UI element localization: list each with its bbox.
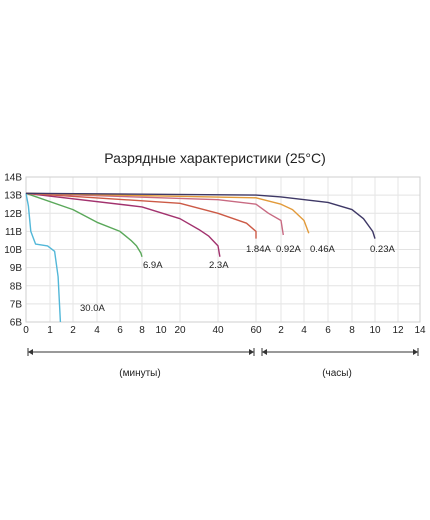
series-label: 0.46A: [310, 244, 335, 255]
plot-border: [25, 176, 421, 323]
x-tick-label-hours: 6: [325, 325, 331, 336]
series-label: 1.84A: [246, 244, 271, 255]
x-axis-ticks: 0 1 2 4 6 8 10 20 40 60 2 4 6 8 10 12 14: [23, 325, 426, 336]
series-line-0-46A: [25, 192, 310, 234]
x-tick-label-hours: 14: [414, 325, 426, 336]
y-axis-ticks: 6B 7B 8B 9B 10B 11B 12B 13B 14B: [4, 173, 22, 329]
series-line-0-92A: [25, 192, 284, 236]
series-label: 0.92A: [276, 244, 301, 255]
series-line-6-9A: [25, 192, 143, 257]
y-tick-label: 11B: [5, 227, 22, 238]
series-lines: [25, 192, 376, 323]
x-label-hours: (часы): [322, 368, 352, 379]
x-tick-label-hours: 8: [349, 325, 355, 336]
x-tick-label-minutes: 60: [250, 325, 262, 336]
series-line-30-0A: [25, 193, 62, 323]
x-tick-label-minutes: 4: [94, 325, 100, 336]
chart-title: Разрядные характеристики (25°C): [104, 150, 326, 166]
series-labels: 30.0A 6.9A 2.3A 1.84A 0.92A 0.46A 0.23A: [80, 244, 395, 314]
grid: [25, 176, 421, 323]
y-tick-label: 9B: [10, 263, 23, 274]
x-tick-label-minutes: 8: [139, 325, 145, 336]
series-line-0-23A: [25, 192, 376, 239]
y-tick-label: 8B: [10, 281, 23, 292]
y-tick-label: 6B: [10, 318, 23, 329]
y-tick-label: 14B: [4, 173, 22, 184]
series-line-1-84A: [25, 192, 257, 239]
y-tick-label: 13B: [4, 191, 22, 202]
x-tick-label-minutes: 6: [117, 325, 123, 336]
y-tick-label: 10B: [4, 245, 22, 256]
x-tick-label-minutes: 10: [155, 325, 167, 336]
series-label: 0.23A: [370, 244, 395, 255]
x-tick-label-hours: 2: [278, 325, 284, 336]
x-axis-brackets: (минуты) (часы): [27, 348, 419, 379]
series-label: 30.0A: [80, 303, 105, 314]
bracket-arrow: [413, 349, 418, 355]
x-tick-label-minutes: 20: [174, 325, 186, 336]
series-line-2-3A: [25, 192, 221, 257]
x-tick-label-minutes: 0: [23, 325, 29, 336]
series-label: 6.9A: [143, 260, 163, 271]
bracket-arrow: [262, 349, 267, 355]
x-tick-label-hours: 10: [369, 325, 381, 336]
x-tick-label-hours: 12: [392, 325, 404, 336]
series-label: 2.3A: [209, 260, 229, 271]
x-tick-label-hours: 4: [301, 325, 307, 336]
bracket-arrow: [28, 349, 33, 355]
x-tick-label-minutes: 2: [70, 325, 76, 336]
y-tick-label: 7B: [10, 299, 23, 310]
bracket-arrow: [249, 349, 254, 355]
x-tick-label-minutes: 40: [212, 325, 224, 336]
plot-frame: [25, 176, 421, 323]
y-tick-label: 12B: [4, 209, 22, 220]
x-tick-label-minutes: 1: [47, 325, 53, 336]
x-label-minutes: (минуты): [119, 368, 160, 379]
